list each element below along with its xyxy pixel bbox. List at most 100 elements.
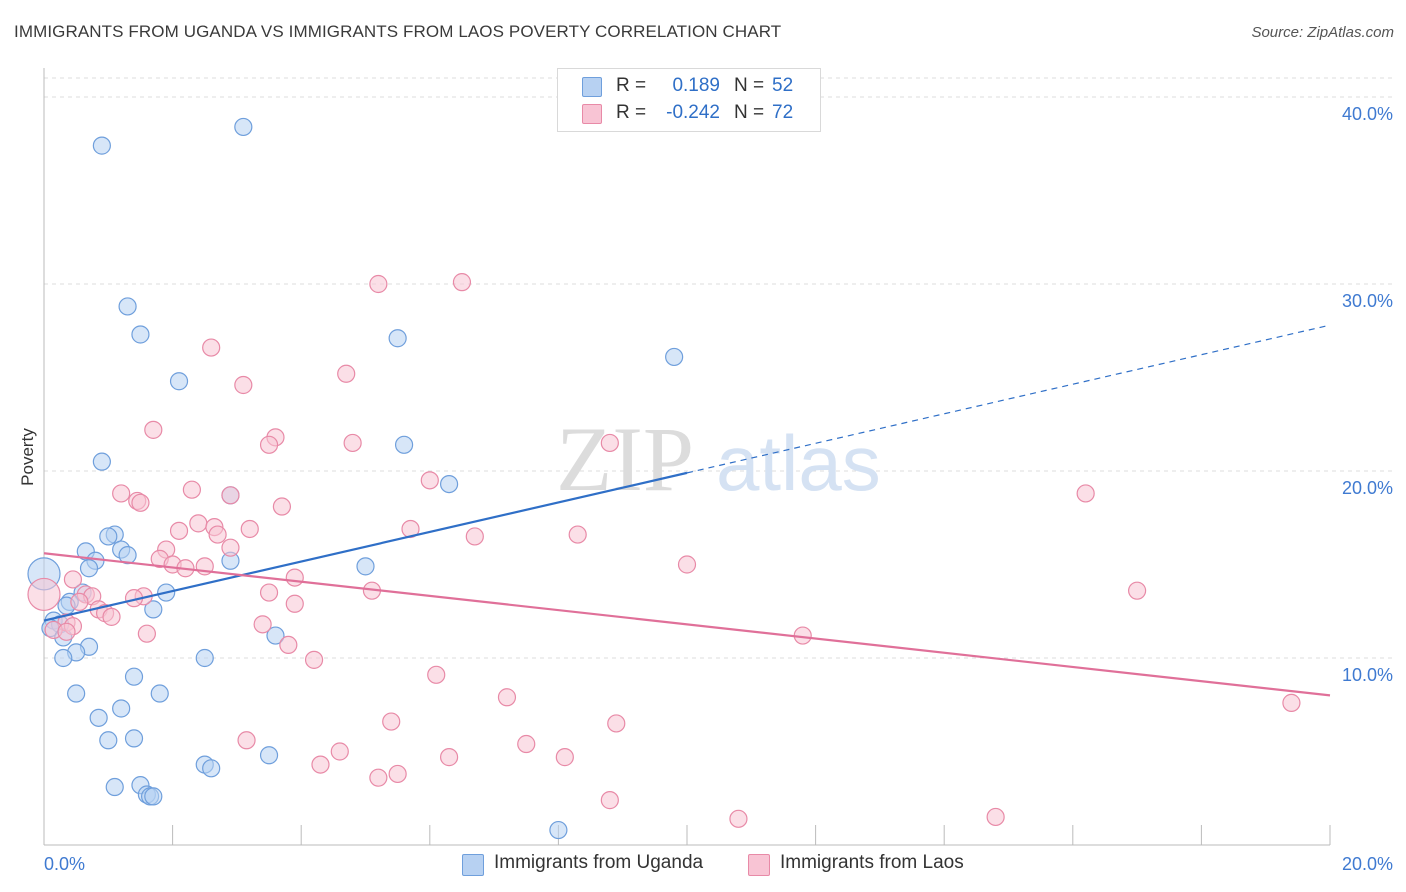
laos-point (137, 624, 156, 643)
uganda-point (439, 474, 459, 494)
laos-point (388, 764, 407, 784)
uganda-point (202, 759, 221, 778)
laos-point (337, 364, 356, 383)
uganda-trend-line (43, 471, 688, 622)
laos-point (465, 527, 484, 546)
laos-point (285, 594, 304, 613)
laos-point (1282, 693, 1301, 712)
laos-point (259, 435, 279, 454)
watermark-zip: ZIP (556, 408, 694, 510)
n-label: N = (734, 75, 765, 96)
laos-point (600, 433, 619, 453)
laos-point (279, 635, 298, 655)
uganda-point (388, 329, 407, 348)
laos-point (237, 731, 256, 750)
n-value: 72 (772, 102, 794, 123)
uganda-point (54, 648, 73, 668)
watermark: ZIP atlas (556, 408, 881, 510)
grid-layer (44, 77, 1394, 659)
laos-point (272, 497, 292, 516)
laos-point (1076, 484, 1095, 503)
uganda-point (92, 452, 111, 471)
laos-point (600, 791, 619, 810)
laos-point (182, 480, 201, 499)
uganda-point (259, 746, 279, 765)
trend-layer (43, 324, 1331, 697)
uganda-point (92, 136, 111, 155)
laos-point (63, 570, 83, 589)
laos-point (27, 577, 61, 612)
laos-point (427, 665, 446, 684)
uganda-point (67, 684, 86, 703)
uganda-swatch (462, 854, 484, 876)
uganda-point (89, 708, 108, 727)
laos-point (677, 555, 697, 574)
laos-point (369, 768, 388, 787)
laos-point (57, 622, 76, 641)
laos-point (285, 568, 304, 587)
laos-point (144, 420, 163, 439)
uganda-point (169, 372, 189, 391)
uganda-point (131, 325, 150, 344)
uganda-point (549, 820, 568, 840)
laos-point (70, 592, 89, 612)
uganda-point (105, 777, 124, 797)
uganda-point (79, 559, 99, 578)
source-label: Source: ZipAtlas.com (1251, 24, 1394, 41)
uganda-point (144, 600, 163, 619)
x-tick-label: 0.0% (44, 854, 85, 874)
y-tick-label: 20.0% (1342, 478, 1393, 498)
laos-point (189, 514, 208, 533)
uganda-point (266, 626, 285, 645)
laos-point (330, 742, 349, 761)
laos-point (259, 583, 279, 602)
laos-point (439, 748, 459, 767)
laos-point (234, 375, 253, 395)
y-tick-label: 30.0% (1342, 291, 1393, 311)
laos-point (343, 433, 362, 453)
uganda-point (118, 297, 137, 316)
uganda-point (99, 731, 118, 750)
laos-point (452, 273, 472, 292)
chart-title: IMMIGRANTS FROM UGANDA VS IMMIGRANTS FRO… (14, 22, 782, 41)
x-tick-label: 20.0% (1342, 854, 1393, 874)
uganda-point (394, 435, 414, 454)
uganda-point (150, 684, 169, 703)
r-value: -0.242 (666, 102, 720, 123)
uganda-point (124, 729, 144, 748)
laos-point (221, 486, 240, 505)
r-value: 0.189 (672, 75, 720, 96)
laos-swatch (582, 104, 602, 124)
y-tick-label: 10.0% (1342, 665, 1393, 685)
axes-layer: 10.0% 20.0% 30.0% 40.0% 0.0% 20.0% (43, 68, 1393, 874)
y-tick-label: 40.0% (1342, 104, 1393, 124)
laos-point (240, 519, 259, 539)
legend-label-uganda: Immigrants from Uganda (494, 852, 704, 873)
laos-point (131, 493, 150, 512)
laos-point (729, 809, 748, 828)
laos-point (253, 615, 272, 634)
laos-point (102, 607, 121, 626)
uganda-point (195, 648, 214, 668)
n-value: 52 (772, 75, 794, 96)
laos-point (555, 748, 574, 767)
legend-label-laos: Immigrants from Laos (780, 852, 964, 873)
laos-point (517, 734, 536, 754)
uganda-point (99, 527, 118, 546)
laos-point (607, 714, 626, 733)
uganda-point (665, 347, 684, 367)
laos-point (311, 755, 330, 774)
laos-point (304, 650, 324, 669)
uganda-swatch (582, 77, 602, 97)
r-label: R = (616, 75, 647, 96)
stats-legend: R = 0.189 N = 52 R = -0.242 N = 72 (557, 68, 821, 132)
laos-point (1127, 581, 1147, 600)
uganda-point (356, 557, 375, 576)
laos-point (221, 538, 240, 557)
laos-point (169, 521, 189, 540)
uganda-point (124, 667, 144, 686)
laos-swatch (748, 854, 770, 876)
r-label: R = (616, 102, 647, 123)
laos-point (382, 712, 401, 731)
